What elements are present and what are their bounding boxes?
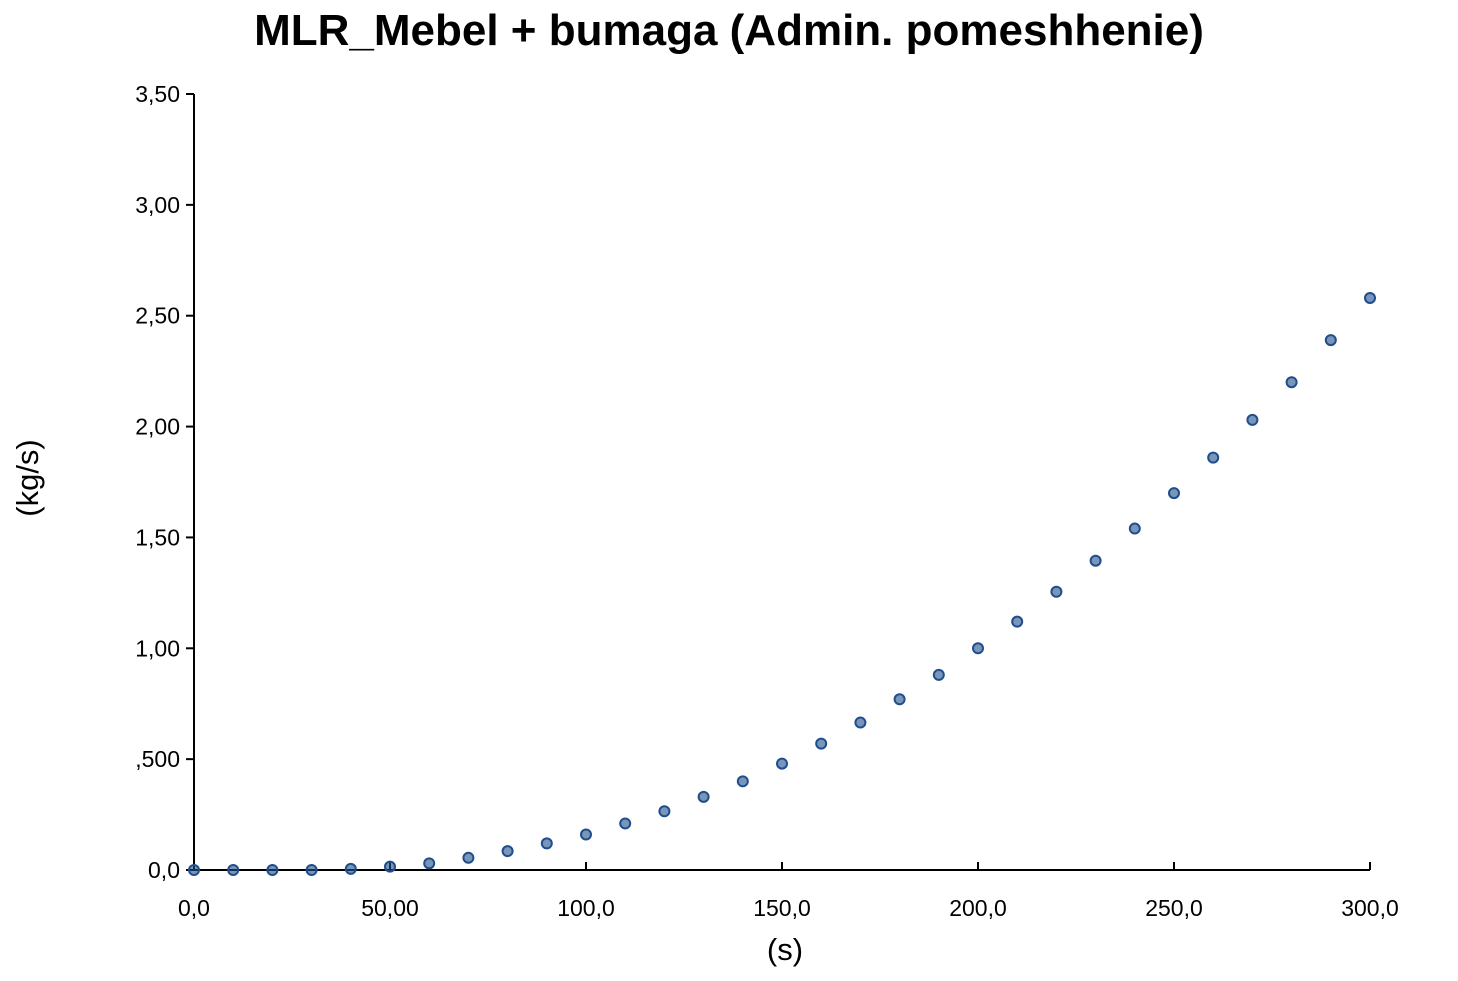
y-tick-label: 3,00 (135, 192, 180, 218)
data-point (540, 837, 553, 850)
data-point (188, 864, 200, 876)
data-point (815, 737, 828, 750)
data-point (1324, 334, 1337, 347)
data-point (1050, 585, 1063, 598)
y-tick-label: 1,50 (135, 524, 180, 550)
data-point (1089, 554, 1102, 567)
data-point (776, 757, 788, 770)
y-tick-label: 1,00 (135, 635, 180, 661)
y-tick-label: 0,0 (148, 857, 180, 883)
x-axis-label: (s) (767, 932, 803, 967)
data-point (1168, 487, 1180, 500)
data-point (1128, 522, 1141, 535)
data-point (1207, 451, 1220, 464)
data-point (972, 642, 984, 655)
y-tick-label: ,500 (135, 746, 180, 772)
data-point (932, 668, 945, 681)
data-point (1011, 615, 1024, 628)
data-point (344, 862, 357, 875)
x-tick-label: 50,00 (361, 895, 419, 921)
x-axis: 0,0 50,00 100,0 150,0 200,0 250,0 300,0 (178, 862, 1399, 921)
data-point (1246, 413, 1259, 426)
data-point (462, 851, 475, 864)
data-point (736, 775, 749, 788)
chart-title: MLR_Mebel + bumaga (Admin. pomeshhenie) (254, 6, 1204, 55)
data-point (1364, 291, 1376, 304)
data-point (1285, 376, 1298, 389)
data-point (580, 828, 592, 841)
data-point (893, 693, 906, 706)
data-point (658, 805, 671, 818)
x-tick-label: 100,0 (557, 895, 615, 921)
x-tick-label: 250,0 (1145, 895, 1203, 921)
y-tick-label: 3,50 (135, 81, 180, 107)
x-tick-label: 300,0 (1341, 895, 1399, 921)
data-point (423, 857, 436, 870)
data-point (854, 716, 867, 729)
data-point (227, 864, 240, 876)
data-point (305, 864, 318, 876)
y-axis: 0,0 ,500 1,00 1,50 2,00 2,50 3,00 3,50 (135, 81, 195, 883)
y-axis-label: (kg/s) (10, 439, 45, 517)
y-tick-label: 2,50 (135, 303, 180, 329)
data-point (384, 860, 396, 873)
x-tick-label: 0,0 (178, 895, 210, 921)
data-point (266, 864, 279, 876)
data-series (188, 291, 1376, 876)
data-point (697, 790, 710, 803)
x-tick-label: 150,0 (753, 895, 811, 921)
data-point (501, 845, 514, 858)
y-tick-label: 2,00 (135, 414, 180, 440)
x-tick-label: 200,0 (949, 895, 1007, 921)
data-point (619, 817, 632, 830)
